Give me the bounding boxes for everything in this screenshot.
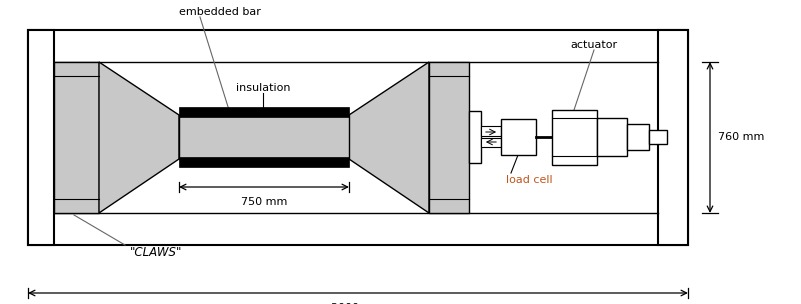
Bar [649,130,667,144]
Text: actuator: actuator [570,40,618,50]
Bar [627,124,649,150]
Bar [658,30,688,245]
Bar [429,62,469,213]
Bar [28,30,54,245]
Text: 3000 mm: 3000 mm [332,303,384,304]
Bar [469,111,481,163]
Polygon shape [349,62,429,213]
Text: load cell: load cell [506,175,553,185]
Bar [179,115,349,159]
Text: "CLAWS": "CLAWS" [130,247,183,260]
Bar [501,119,536,155]
Bar [552,110,597,165]
Bar [179,107,349,117]
Text: 760 mm: 760 mm [718,132,764,142]
Text: embedded bar: embedded bar [179,7,261,17]
Bar [481,126,501,136]
Bar [481,138,501,147]
Bar [54,62,99,213]
Bar [28,30,688,245]
Bar [597,118,627,156]
Polygon shape [99,62,179,213]
Bar [179,157,349,167]
Text: 750 mm: 750 mm [241,197,288,207]
Text: insulation: insulation [235,83,290,93]
